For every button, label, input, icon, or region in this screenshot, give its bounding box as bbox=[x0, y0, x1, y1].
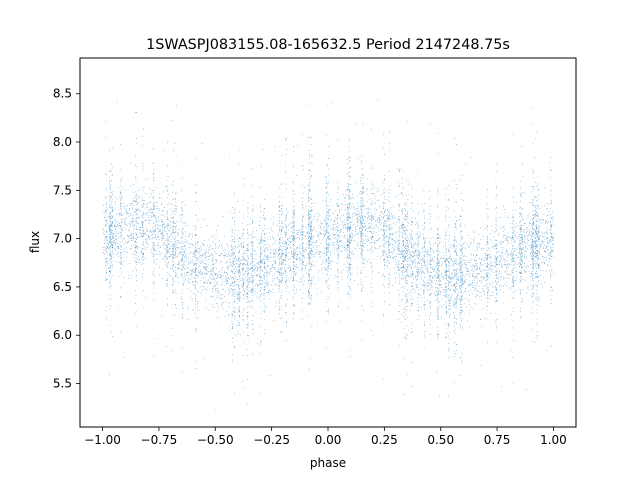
y-tick-label: 6.0 bbox=[53, 328, 72, 342]
x-tick-label: 0.50 bbox=[427, 433, 454, 447]
x-tick-label: −0.50 bbox=[197, 433, 234, 447]
x-axis-label: phase bbox=[310, 456, 346, 470]
x-tick-label: −0.25 bbox=[253, 433, 290, 447]
y-axis-label: flux bbox=[28, 231, 42, 253]
x-tick-label: 1.00 bbox=[540, 433, 567, 447]
x-tick-label: 0.25 bbox=[371, 433, 398, 447]
x-tick-label: 0.00 bbox=[315, 433, 342, 447]
y-tick-label: 7.0 bbox=[53, 232, 72, 246]
y-tick-label: 6.5 bbox=[53, 280, 72, 294]
y-axis: 5.5 6.0 6.5 7.0 7.5 8.0 8.5 bbox=[53, 87, 80, 391]
x-axis: −1.00 −0.75 −0.50 −0.25 0.00 0.25 0.50 0.75 1.00 bbox=[84, 427, 567, 447]
chart-title: 1SWASPJ083155.08-165632.5 Period 2147248… bbox=[146, 37, 510, 53]
x-tick-label: −1.00 bbox=[84, 433, 121, 447]
y-tick-label: 5.5 bbox=[53, 377, 72, 391]
x-tick-label: 0.75 bbox=[484, 433, 511, 447]
y-tick-label: 7.5 bbox=[53, 183, 72, 197]
x-tick-label: −0.75 bbox=[141, 433, 178, 447]
y-tick-label: 8.0 bbox=[53, 135, 72, 149]
y-tick-label: 8.5 bbox=[53, 87, 72, 101]
